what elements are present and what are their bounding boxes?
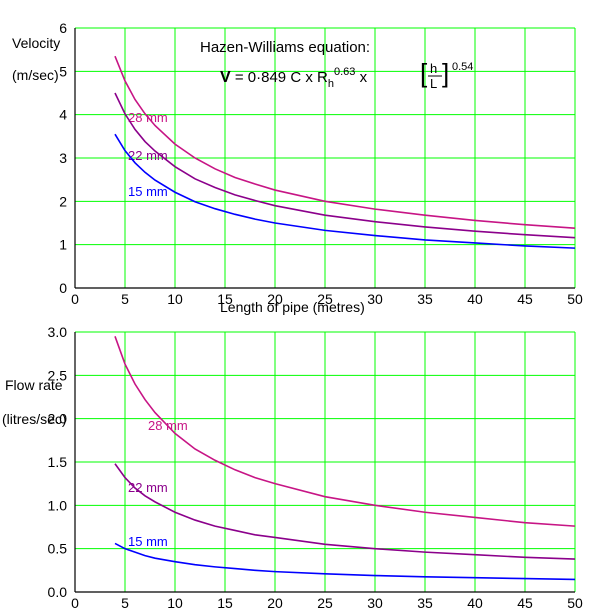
x-tick-label: 5 [121,595,129,610]
x-tick-label: 5 [121,291,129,307]
x-tick-label: 40 [467,291,483,307]
x-tick-label: 35 [417,291,433,307]
x-tick-label: 0 [71,291,79,307]
y-tick-label: 1 [59,237,67,253]
x-tick-label: 10 [167,291,183,307]
equation-frac-exp: 0.54 [452,61,473,73]
y-tick-label: 0 [59,280,67,296]
x-tick-label: 40 [467,595,483,610]
bracket-right-icon: ] [442,58,449,88]
y-tick-label: 5 [59,63,67,79]
y-tick-label: 3 [59,150,67,166]
y-tick-label: 1.0 [48,497,68,513]
y-axis-label-1: Flow rate [5,377,63,393]
x-tick-label: 25 [317,595,333,610]
y-tick-label: 4 [59,107,67,123]
y-tick-label: 0.5 [48,541,68,557]
x-tick-label: 45 [517,291,533,307]
y-tick-label: 0.0 [48,584,68,600]
x-axis-label: Length of pipe (metres) [220,299,365,315]
y-axis-label-2: (litres/sec) [2,411,67,427]
x-tick-label: 0 [71,595,79,610]
x-tick-label: 50 [567,595,583,610]
x-tick-label: 15 [217,595,233,610]
x-tick-label: 50 [567,291,583,307]
curve-28mm-label: 28 mm [128,110,168,125]
x-tick-label: 30 [367,291,383,307]
curve-15mm-label: 15 mm [128,184,168,199]
curve-28mm-label: 28 mm [148,418,188,433]
y-tick-label: 3.0 [48,324,68,340]
equation-frac-den: L [430,76,437,91]
bracket-left-icon: [ [420,58,428,88]
curve-15mm-label: 15 mm [128,534,168,549]
equation-frac-num: h [430,61,437,76]
x-tick-label: 45 [517,595,533,610]
x-tick-label: 10 [167,595,183,610]
y-tick-label: 1.5 [48,454,68,470]
x-tick-label: 20 [267,595,283,610]
equation-title: Hazen-Williams equation: [200,39,370,56]
y-tick-label: 2 [59,193,67,209]
y-tick-label: 6 [59,20,67,36]
x-tick-label: 35 [417,595,433,610]
y-axis-label-1: Velocity [12,35,60,51]
curve-22mm-label: 22 mm [128,480,168,495]
y-axis-label-2: (m/sec) [12,67,59,83]
x-tick-label: 30 [367,595,383,610]
